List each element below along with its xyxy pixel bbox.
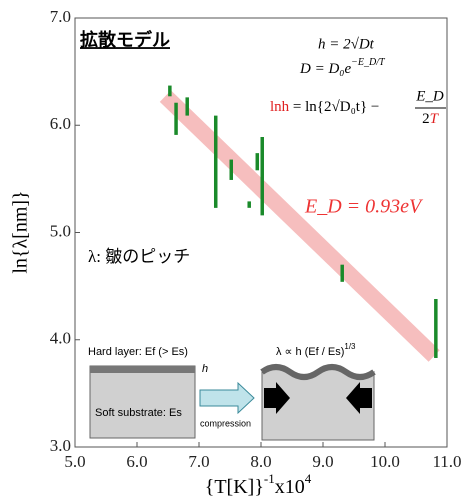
y-tick-label: 4.0	[50, 329, 71, 348]
equation: lnh = ln{2√D₀t} −	[270, 99, 379, 115]
x-tick-label: 8.0	[250, 452, 271, 471]
lambda-label: λ: 皺のピッチ	[88, 247, 190, 266]
inset-label: compression	[200, 418, 251, 428]
hard-layer	[90, 366, 195, 373]
chart: 拡散モデル h = 2√Dt D = D₀e−E_D/T lnh = ln{2√…	[0, 0, 470, 501]
equation: h = 2√Dt	[318, 36, 375, 52]
inset-label: h	[202, 363, 208, 375]
x-tick-label: 9.0	[312, 452, 333, 471]
eq-part: 1/3	[344, 342, 356, 351]
x-tick-label: 5.0	[64, 452, 85, 471]
energy-label: E_D = 0.93eV	[304, 196, 424, 218]
inset-label: Hard layer: Ef (> Es)	[88, 346, 188, 358]
x-axis-label: {T[K]}-1x104	[205, 471, 312, 498]
label-part: x10	[275, 476, 305, 498]
equation: E_D	[415, 88, 444, 104]
x-tick-label: 11.0	[432, 452, 461, 471]
eq-part: D = D₀e	[299, 61, 352, 77]
label-part: -1	[264, 471, 275, 486]
y-tick-label: 7.0	[50, 7, 71, 26]
label-part: 4	[305, 471, 312, 486]
eq-part: 2	[422, 111, 430, 127]
y-tick-label: 5.0	[50, 221, 71, 240]
eq-part: = ln{2√D₀t} −	[289, 99, 379, 115]
inset-label: Soft substrate: Es	[95, 407, 182, 419]
substrate	[90, 366, 195, 438]
label-part: {T[K]}	[205, 476, 264, 498]
x-tick-label: 6.0	[126, 452, 147, 471]
chart-title: 拡散モデル	[80, 29, 170, 50]
x-tick-label: 10.0	[370, 452, 400, 471]
equation: 2T	[422, 111, 440, 127]
eq-part: lnh	[270, 99, 290, 115]
eq-part: λ ∝ h (Ef / Es)	[276, 346, 344, 358]
x-tick-label: 7.0	[188, 452, 209, 471]
y-axis-label: ln{λ[nm]}	[10, 190, 32, 273]
y-tick-label: 6.0	[50, 114, 71, 133]
eq-part: −E_D/T	[351, 57, 386, 68]
